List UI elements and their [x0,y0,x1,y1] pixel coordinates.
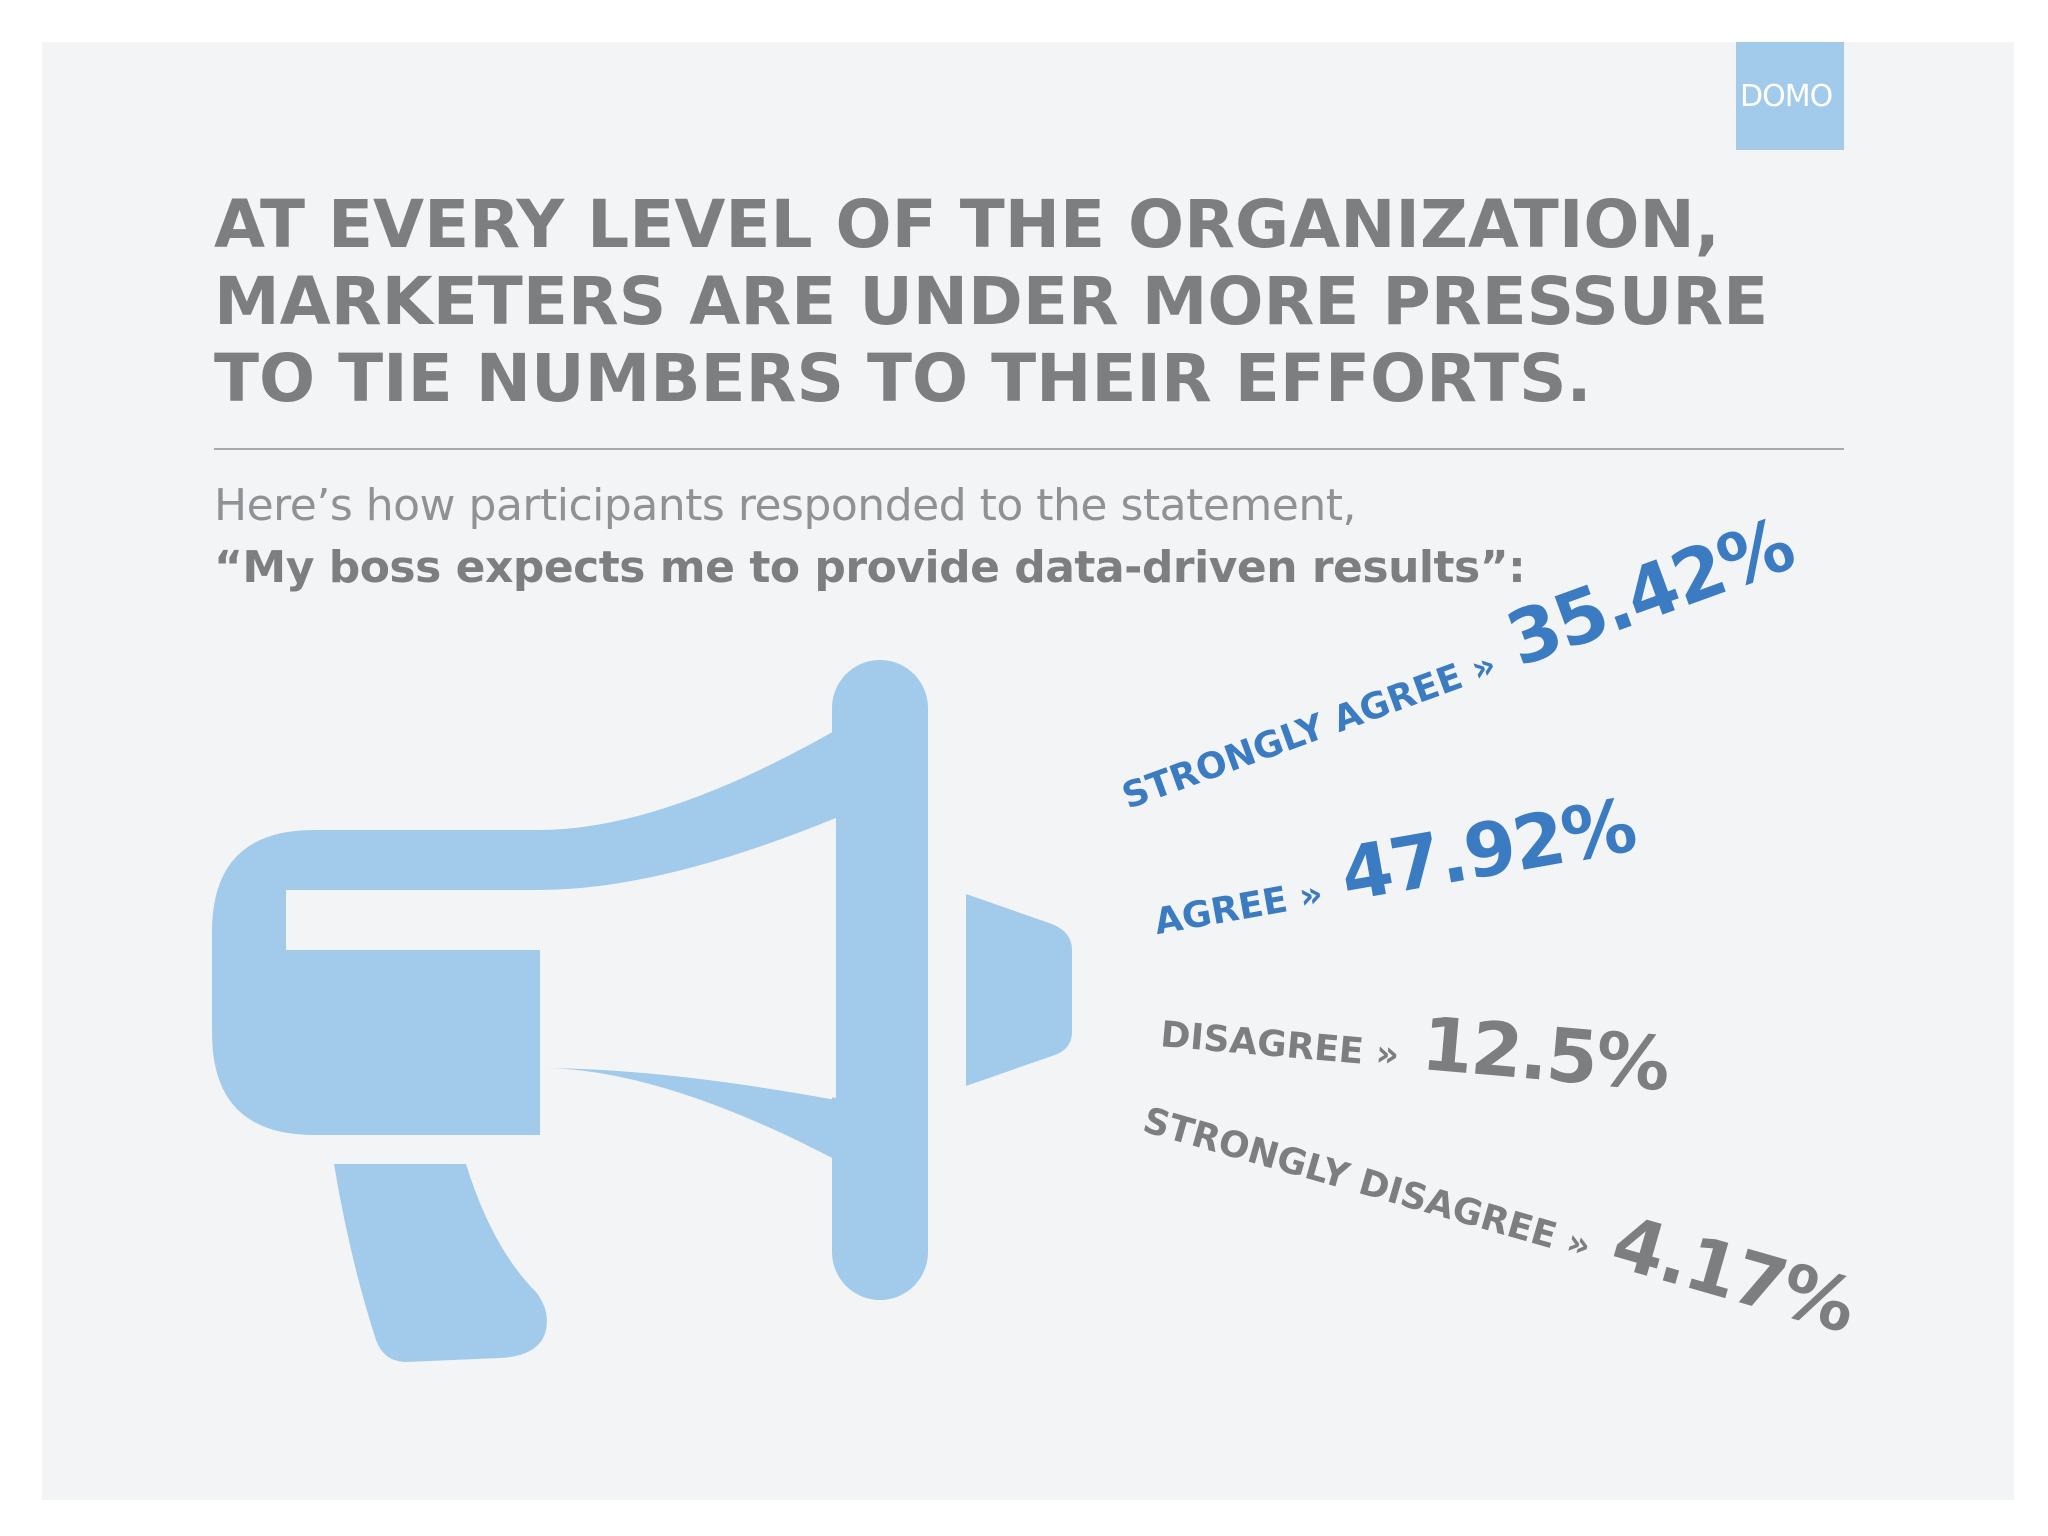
headline: AT EVERY LEVEL OF THE ORGANIZATION, MARK… [214,186,1834,417]
stat-label: DISAGREE [1158,1014,1366,1073]
stat-separator: » [1561,1221,1596,1268]
subtitle-statement: “My boss expects me to provide data-driv… [214,542,1526,593]
stat-separator: » [1465,644,1502,691]
logo-text: DOMO [1740,79,1833,114]
subtitle-intro: Here’s how participants responded to the… [214,480,1356,531]
headline-line-1: AT EVERY LEVEL OF THE ORGANIZATION, [214,186,1720,263]
domo-logo: DOMO [1736,42,1844,150]
divider [214,448,1844,450]
headline-line-2: MARKETERS ARE UNDER MORE PRESSURE [214,263,1769,340]
megaphone-cylinder [832,660,928,1300]
stat-separator: » [1295,873,1326,918]
stat-separator: » [1374,1033,1401,1076]
headline-line-3: TO TIE NUMBERS TO THEIR EFFORTS. [214,340,1592,417]
